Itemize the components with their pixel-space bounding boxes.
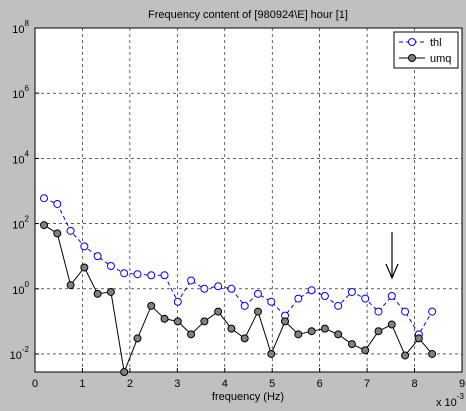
- data-point: [361, 294, 370, 303]
- data-point: [361, 346, 370, 355]
- data-point: [120, 368, 129, 376]
- data-point: [53, 199, 62, 208]
- data-point: [200, 284, 209, 293]
- data-point: [160, 271, 169, 280]
- data-point: [253, 307, 262, 316]
- data-point: [334, 301, 343, 310]
- data-point: [200, 317, 209, 326]
- data-point: [93, 289, 102, 298]
- arrow-annotation: [385, 232, 399, 280]
- data-point: [294, 330, 303, 339]
- data-point: [227, 284, 236, 293]
- data-point: [253, 289, 262, 298]
- x-tick-label: 2: [127, 378, 133, 390]
- data-point: [106, 287, 115, 296]
- data-point: [267, 297, 276, 306]
- data-point: [320, 324, 329, 333]
- x-multiplier: x 10-3: [436, 392, 464, 409]
- x-tick-label: 9: [459, 378, 465, 390]
- data-point: [40, 221, 49, 230]
- legend-label: thl: [430, 37, 442, 49]
- y-tick-label: 102: [12, 215, 29, 232]
- data-point: [147, 301, 156, 310]
- x-tick-label: 1: [79, 378, 85, 390]
- x-axis-label: frequency (Hz): [212, 391, 284, 403]
- legend-marker: [408, 38, 416, 46]
- data-point: [281, 317, 290, 326]
- x-tick-label: 8: [411, 378, 417, 390]
- x-tick-label: 5: [269, 378, 275, 390]
- data-point: [401, 307, 410, 316]
- y-tick-label: 108: [12, 19, 29, 36]
- data-point: [187, 330, 196, 339]
- data-point: [240, 334, 249, 343]
- data-point: [401, 351, 410, 360]
- plot-frame: [34, 27, 463, 373]
- y-tick-label: 10-2: [10, 345, 30, 362]
- data-point: [240, 301, 249, 310]
- legend-label: umq: [430, 53, 451, 65]
- data-point: [187, 276, 196, 285]
- data-point: [414, 334, 423, 343]
- data-point: [307, 286, 316, 295]
- data-point: [374, 307, 383, 316]
- data-point: [66, 226, 75, 235]
- y-tick-label: 106: [12, 84, 29, 101]
- data-point: [387, 320, 396, 329]
- data-point: [120, 269, 129, 278]
- data-point: [173, 297, 182, 306]
- data-point: [66, 281, 75, 290]
- data-point: [214, 282, 223, 291]
- chart-title: Frequency content of [980924\E] hour [1]: [148, 9, 348, 21]
- legend: thl umq: [393, 31, 459, 69]
- data-point: [267, 349, 276, 358]
- data-point: [133, 270, 142, 279]
- plot-area: [35, 28, 462, 372]
- data-point: [40, 194, 49, 203]
- data-point: [80, 263, 89, 272]
- data-point: [147, 271, 156, 280]
- x-tick-label: 6: [317, 378, 323, 390]
- data-point: [387, 292, 396, 301]
- data-point: [173, 317, 182, 326]
- data-point: [227, 324, 236, 333]
- data-point: [320, 292, 329, 301]
- data-point: [106, 261, 115, 270]
- legend-marker: [408, 54, 416, 62]
- data-point: [160, 314, 169, 323]
- data-point: [214, 307, 223, 316]
- series-line: [43, 197, 433, 336]
- data-point: [347, 287, 356, 296]
- data-point: [80, 242, 89, 251]
- x-tick-label: 3: [174, 378, 180, 390]
- data-point: [347, 340, 356, 349]
- data-point: [428, 307, 437, 316]
- data-point: [93, 252, 102, 261]
- y-tick-label: 104: [12, 150, 29, 167]
- y-tick-label: 100: [12, 280, 29, 297]
- data-point: [307, 327, 316, 336]
- data-point: [294, 294, 303, 303]
- x-tick-label: 4: [222, 378, 228, 390]
- x-tick-label: 7: [364, 378, 370, 390]
- x-tick-label: 0: [32, 378, 38, 390]
- data-point: [133, 334, 142, 343]
- data-point: [428, 349, 437, 358]
- data-point: [334, 330, 343, 339]
- legend-box: [393, 31, 459, 69]
- data-point: [374, 327, 383, 336]
- data-point: [53, 229, 62, 238]
